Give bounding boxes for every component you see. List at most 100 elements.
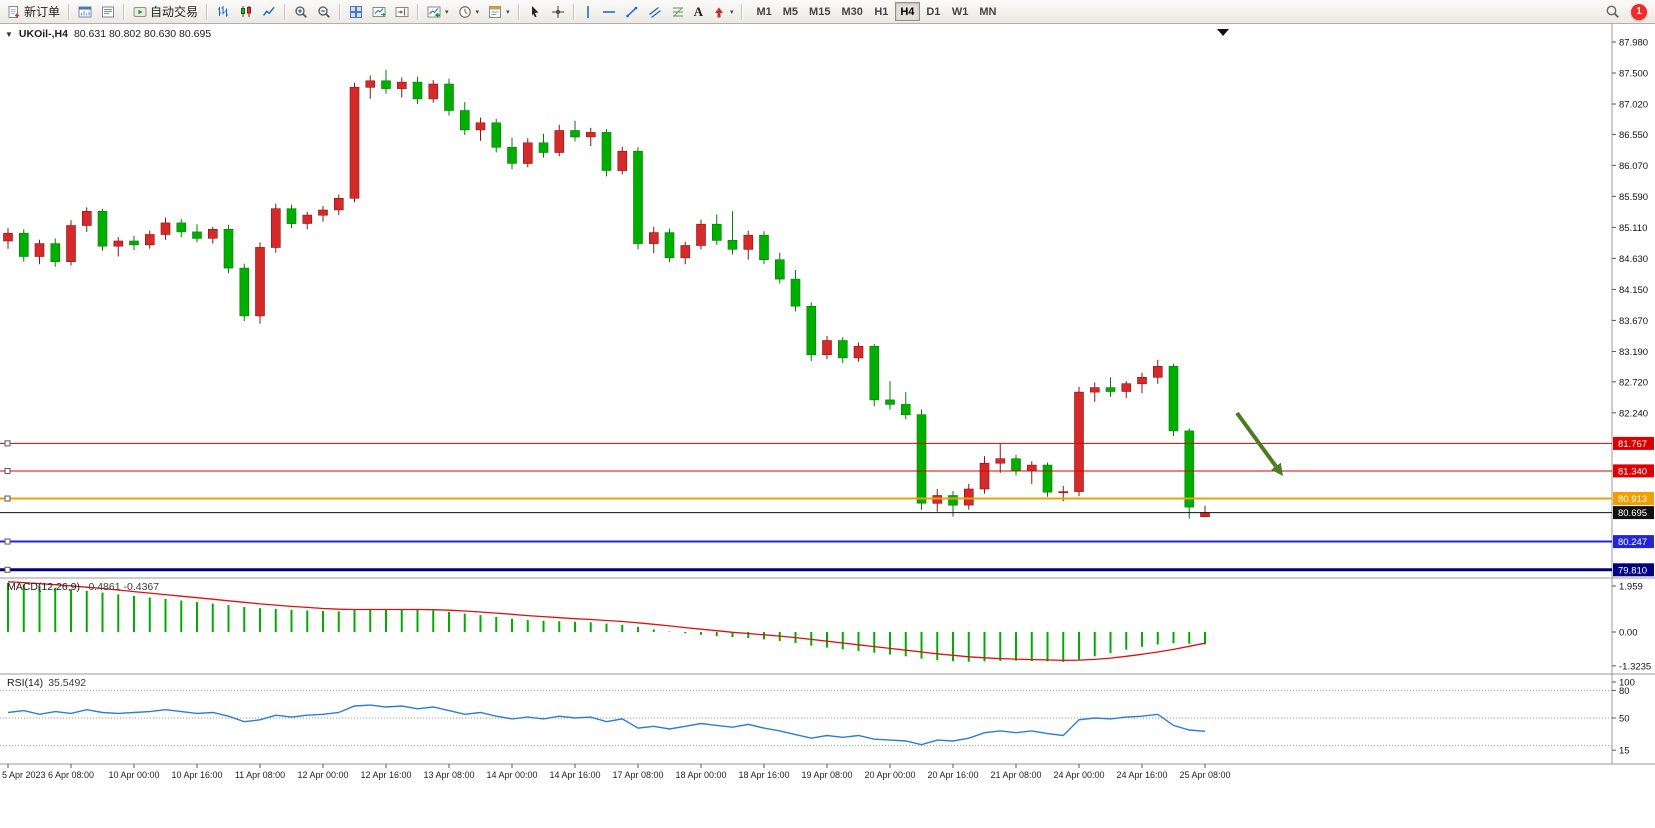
chart-shift-button[interactable] [391,1,413,22]
toolbar-separator [284,3,287,20]
svg-text:87.020: 87.020 [1619,100,1648,111]
svg-text:20 Apr 00:00: 20 Apr 00:00 [864,770,915,780]
vertical-line-button[interactable] [579,1,597,22]
crosshair-icon [551,5,565,19]
notification-badge[interactable]: 1 [1631,3,1647,20]
profiles-icon [78,5,92,19]
trendline-icon [625,5,639,19]
toolbar-separator [339,3,342,20]
line-handle[interactable] [4,566,11,573]
zoom-in-button[interactable] [290,1,312,22]
profiles-button[interactable] [74,1,96,22]
autotrading-label: 自动交易 [150,5,199,19]
chart-ohlc-header: ▼ UKOil-,H4 80.631 80.802 80.630 80.695 [5,28,211,40]
template-icon [488,5,502,19]
auto-scroll-icon [372,5,386,19]
svg-text:10 Apr 16:00: 10 Apr 16:00 [171,770,222,780]
new-order-icon [7,5,21,19]
new-order-button[interactable]: 新订单 [3,1,64,22]
svg-text:24 Apr 16:00: 24 Apr 16:00 [1116,770,1167,780]
arrows-tool-button[interactable]: ▾ [708,1,738,22]
svg-text:80.247: 80.247 [1618,537,1647,548]
line-chart-button[interactable] [258,1,280,22]
svg-text:85.590: 85.590 [1619,192,1648,203]
svg-text:80: 80 [1619,686,1630,697]
price-chart[interactable]: 87.980 87.500 87.020 86.550 86.070 85.590 85.1… [0,24,1655,828]
tile-windows-button[interactable] [345,1,367,22]
chevron-down-icon: ▾ [445,8,449,16]
trend-arrow-annotation[interactable] [1235,411,1278,468]
zoom-in-icon [294,5,308,19]
timeframe-h1-button[interactable]: H1 [869,2,894,21]
cursor-icon [528,5,542,19]
price-tag [1613,464,1654,478]
rsi-line [7,704,1206,746]
line-handle[interactable] [4,440,11,447]
crosshair-button[interactable] [547,1,569,22]
candlestick-chart-button[interactable] [235,1,257,22]
cursor-button[interactable] [524,1,546,22]
data-window-button[interactable] [97,1,119,22]
toolbar-separator [572,3,575,20]
price-tag [1613,535,1654,549]
ohlc-values: 80.631 80.802 80.630 80.695 [73,28,212,40]
templates-button[interactable]: ▾ [484,1,514,22]
timeframe-mn-button[interactable]: MN [974,2,1001,21]
svg-text:79.810: 79.810 [1618,565,1647,576]
svg-text:81.767: 81.767 [1618,439,1647,450]
timeframe-w1-button[interactable]: W1 [947,2,974,21]
indicators-button[interactable]: ▾ [423,1,453,22]
svg-text:86.550: 86.550 [1619,130,1648,141]
chart-shift-marker[interactable] [1217,29,1229,36]
line-handle[interactable] [4,495,11,502]
periods-button[interactable]: ▾ [454,1,484,22]
timeframe-m15-button[interactable]: M15 [804,2,835,21]
horizontal-line-button[interactable] [598,1,620,22]
timeframe-m30-button[interactable]: M30 [836,2,867,21]
vertical-line-icon [583,5,593,19]
fibonacci-button[interactable] [667,1,689,22]
chevron-down-icon: ▾ [475,8,480,16]
candlestick-chart-icon [239,5,253,18]
zoom-out-icon [317,5,331,19]
line-handle[interactable] [4,467,11,474]
svg-text:6 Apr 08:00: 6 Apr 08:00 [48,770,94,780]
symbol-period-label: UKOil-,H4 [18,28,68,40]
svg-text:12 Apr 00:00: 12 Apr 00:00 [297,770,348,780]
svg-text:85.110: 85.110 [1619,223,1647,234]
channel-button[interactable] [644,1,666,22]
svg-text:86.070: 86.070 [1619,161,1648,172]
new-order-label: 新订单 [24,5,61,19]
svg-text:87.980: 87.980 [1619,38,1648,49]
svg-text:50: 50 [1619,714,1630,725]
bar-chart-icon [216,5,230,18]
timeframe-h4-button[interactable]: H4 [894,2,920,21]
price-tag [1613,436,1654,450]
zoom-out-button[interactable] [313,1,335,22]
toolbar-separator [123,3,126,20]
trendline-button[interactable] [621,1,643,22]
chevron-down-icon: ▾ [506,8,510,16]
timeframe-m5-button[interactable]: M5 [778,2,803,21]
svg-text:84.150: 84.150 [1619,285,1648,296]
horizontal-line-icon [602,5,616,19]
bar-chart-button[interactable] [212,1,234,22]
search-button[interactable] [1601,1,1624,22]
line-handle[interactable] [4,538,11,545]
svg-text:84.630: 84.630 [1619,254,1648,265]
channel-icon [648,5,662,19]
svg-text:5 Apr 2023: 5 Apr 2023 [2,770,46,780]
macd-name: MACD(12,26,9) [7,581,80,593]
svg-text:20 Apr 16:00: 20 Apr 16:00 [927,770,978,780]
toolbar-separator [417,3,420,20]
macd-values: -0.4861 -0.4367 [84,581,160,593]
autotrading-button[interactable]: 自动交易 [129,1,202,22]
svg-text:82.720: 82.720 [1619,377,1648,388]
auto-scroll-button[interactable] [368,1,390,22]
svg-text:10 Apr 00:00: 10 Apr 00:00 [108,770,159,780]
svg-text:24 Apr 00:00: 24 Apr 00:00 [1053,770,1104,780]
text-tool-button[interactable]: A [690,1,707,22]
timeframe-m1-button[interactable]: M1 [751,2,776,21]
one-click-trading-toggle[interactable]: ▼ [5,29,13,39]
timeframe-d1-button[interactable]: D1 [921,2,946,21]
